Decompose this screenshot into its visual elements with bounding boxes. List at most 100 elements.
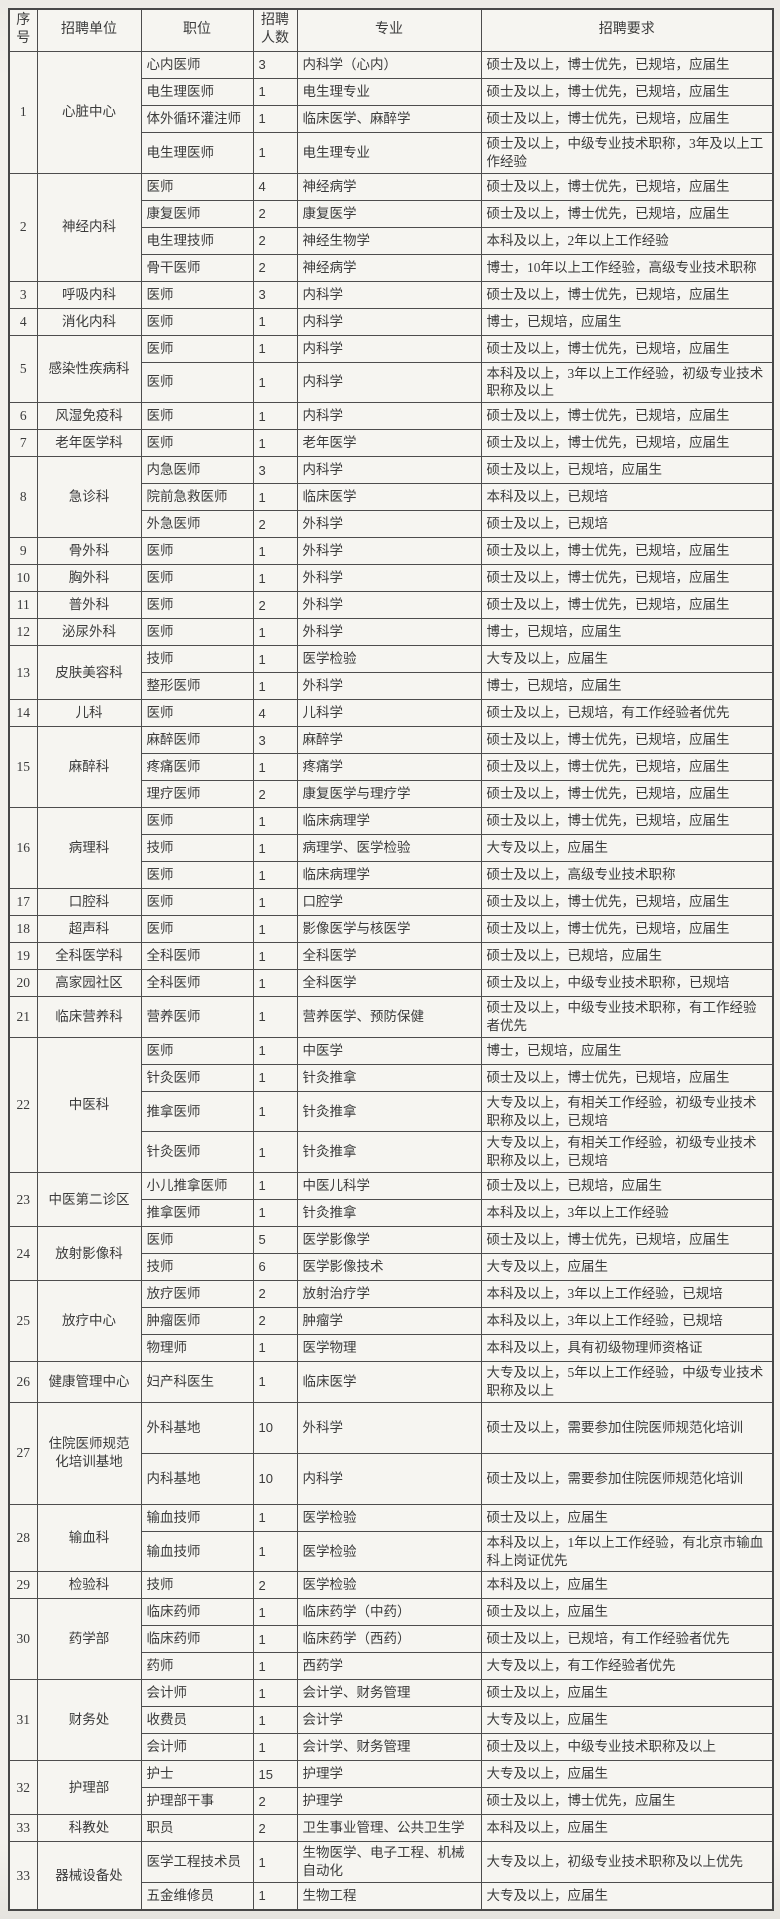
table-row: 内科基地 10 内科学 硕士及以上，需要参加住院医师规范化培训 [9, 1452, 774, 1505]
count-cell: 1 [252, 1598, 298, 1627]
position-cell: 五金维修员 [140, 1881, 254, 1911]
table-row: 医师 1 内科学 本科及以上，3年以上工作经验，初级专业技术职称及以上 [9, 361, 774, 404]
table-row: 院前急救医师 1 临床医学 本科及以上，已规培 [9, 483, 774, 512]
major-cell: 外科学 [296, 1401, 482, 1454]
row-number-cell: 29 [8, 1571, 38, 1600]
major-cell: 内科学 [296, 402, 482, 431]
position-cell: 医师 [140, 361, 254, 404]
count-cell: 1 [252, 1881, 298, 1911]
major-cell: 内科学 [296, 361, 482, 404]
position-cell: 职员 [140, 1814, 254, 1843]
header-position: 职位 [140, 8, 254, 52]
position-cell: 医师 [140, 307, 254, 336]
position-cell: 外急医师 [140, 510, 254, 539]
major-cell: 口腔学 [296, 888, 482, 917]
major-cell: 疼痛学 [296, 753, 482, 782]
row-number-cell: 33 [8, 1814, 38, 1843]
table-row: 27 住院医师规范化培训基地 外科基地 10 外科学 硕士及以上，需要参加住院医师规范化培… [8, 1401, 774, 1505]
count-cell: 1 [252, 888, 298, 917]
position-cell: 电生理技师 [140, 226, 254, 255]
major-cell: 针灸推拿 [296, 1199, 482, 1228]
count-cell: 1 [252, 1036, 298, 1065]
row-number-cell: 26 [8, 1361, 38, 1403]
requirement-cell: 硕士及以上，博士优先，已规培，应届生 [480, 564, 774, 593]
position-cell: 理疗医师 [140, 780, 254, 809]
table-row: 33 科教处 职员 2 卫生事业管理、公共卫生学 本科及以上，应届生 [8, 1814, 774, 1843]
count-cell: 1 [252, 1063, 298, 1092]
row-number-cell: 18 [8, 915, 38, 944]
unit-cell: 健康管理中心 [36, 1361, 142, 1403]
major-cell: 针灸推拿 [296, 1131, 482, 1174]
unit-cell: 病理科 [36, 807, 142, 890]
count-cell: 1 [252, 131, 298, 174]
count-cell: 1 [252, 1706, 298, 1735]
requirement-cell: 硕士及以上，已规培 [480, 510, 774, 539]
count-cell: 3 [252, 726, 298, 755]
position-cell: 会计师 [140, 1679, 254, 1708]
count-cell: 1 [252, 672, 298, 701]
major-cell: 病理学、医学检验 [296, 834, 482, 863]
major-cell: 外科学 [296, 537, 482, 566]
requirement-cell: 大专及以上，应届生 [480, 1881, 774, 1911]
major-cell: 生物工程 [296, 1881, 482, 1911]
major-cell: 医学物理 [296, 1334, 482, 1363]
requirement-cell: 大专及以上，应届生 [480, 1253, 774, 1282]
position-cell: 电生理医师 [140, 77, 254, 106]
row-number-cell: 17 [8, 888, 38, 917]
position-cell: 体外循环灌注师 [140, 104, 254, 133]
count-cell: 1 [252, 1361, 298, 1403]
requirement-cell: 本科及以上，2年以上工作经验 [480, 226, 774, 255]
row-number-cell: 16 [8, 807, 38, 890]
position-cell: 推拿医师 [140, 1199, 254, 1228]
major-cell: 全科医学 [296, 942, 482, 971]
unit-cell: 住院医师规范化培训基地 [36, 1401, 142, 1505]
unit-cell: 中医科 [36, 1036, 142, 1174]
count-cell: 1 [252, 77, 298, 106]
requirement-cell: 硕士及以上，博士优先，已规培，应届生 [480, 915, 774, 944]
major-cell: 内科学（心内） [296, 50, 482, 79]
requirement-cell: 本科及以上，应届生 [480, 1814, 774, 1843]
unit-cell: 药学部 [36, 1598, 142, 1681]
unit-cell: 临床营养科 [36, 996, 142, 1038]
row-number-cell: 15 [8, 726, 38, 809]
table-row: 针灸医师 1 针灸推拿 大专及以上，有相关工作经验，初级专业技术职称及以上，已规培 [9, 1131, 774, 1174]
position-cell: 电生理医师 [140, 131, 254, 174]
position-cell: 物理师 [140, 1334, 254, 1363]
major-cell: 会计学、财务管理 [296, 1679, 482, 1708]
major-cell: 康复医学 [296, 199, 482, 228]
major-cell: 外科学 [296, 618, 482, 647]
unit-cell: 检验科 [36, 1571, 142, 1600]
requirement-cell: 硕士及以上，已规培，应届生 [480, 942, 774, 971]
requirement-cell: 硕士及以上，应届生 [480, 1679, 774, 1708]
table-row: 疼痛医师 1 疼痛学 硕士及以上，博士优先，已规培，应届生 [9, 753, 774, 782]
position-cell: 临床药师 [140, 1625, 254, 1654]
position-cell: 医师 [140, 172, 254, 201]
count-cell: 1 [252, 429, 298, 458]
table-row: 技师 1 病理学、医学检验 大专及以上，应届生 [9, 834, 774, 863]
count-cell: 1 [252, 307, 298, 336]
table-row: 8 急诊科 内急医师 3 内科学 硕士及以上，已规培，应届生 [8, 456, 774, 539]
table-row: 体外循环灌注师 1 临床医学、麻醉学 硕士及以上，博士优先，已规培，应届生 [9, 104, 774, 133]
row-number-cell: 5 [8, 334, 38, 404]
count-cell: 1 [252, 1652, 298, 1681]
major-cell: 医学检验 [296, 1530, 482, 1573]
count-cell: 2 [252, 1814, 298, 1843]
count-cell: 4 [252, 172, 298, 201]
requirement-cell: 硕士及以上，中级专业技术职称，有工作经验者优先 [480, 996, 774, 1038]
position-cell: 推拿医师 [140, 1090, 254, 1133]
row-number-cell: 20 [8, 969, 38, 998]
major-cell: 外科学 [296, 672, 482, 701]
position-cell: 全科医师 [140, 969, 254, 998]
major-cell: 肿瘤学 [296, 1307, 482, 1336]
requirement-cell: 本科及以上，3年以上工作经验，已规培 [480, 1307, 774, 1336]
unit-cell: 儿科 [36, 699, 142, 728]
major-cell: 内科学 [296, 1452, 482, 1505]
major-cell: 电生理专业 [296, 131, 482, 174]
count-cell: 1 [252, 537, 298, 566]
count-cell: 1 [252, 1530, 298, 1573]
table-row: 19 全科医学科 全科医师 1 全科医学 硕士及以上，已规培，应届生 [8, 942, 774, 971]
position-cell: 医师 [140, 1226, 254, 1255]
position-cell: 整形医师 [140, 672, 254, 701]
requirement-cell: 大专及以上，有相关工作经验，初级专业技术职称及以上，已规培 [480, 1090, 774, 1133]
position-cell: 医师 [140, 429, 254, 458]
